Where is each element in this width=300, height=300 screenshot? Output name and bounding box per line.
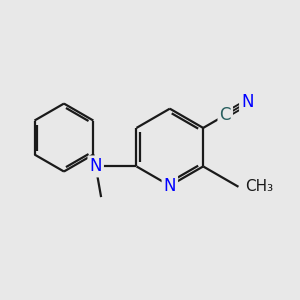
- Text: CH₃: CH₃: [245, 179, 273, 194]
- Text: N: N: [89, 158, 102, 175]
- Text: C: C: [220, 106, 231, 124]
- Text: N: N: [241, 93, 253, 111]
- Text: N: N: [164, 177, 176, 195]
